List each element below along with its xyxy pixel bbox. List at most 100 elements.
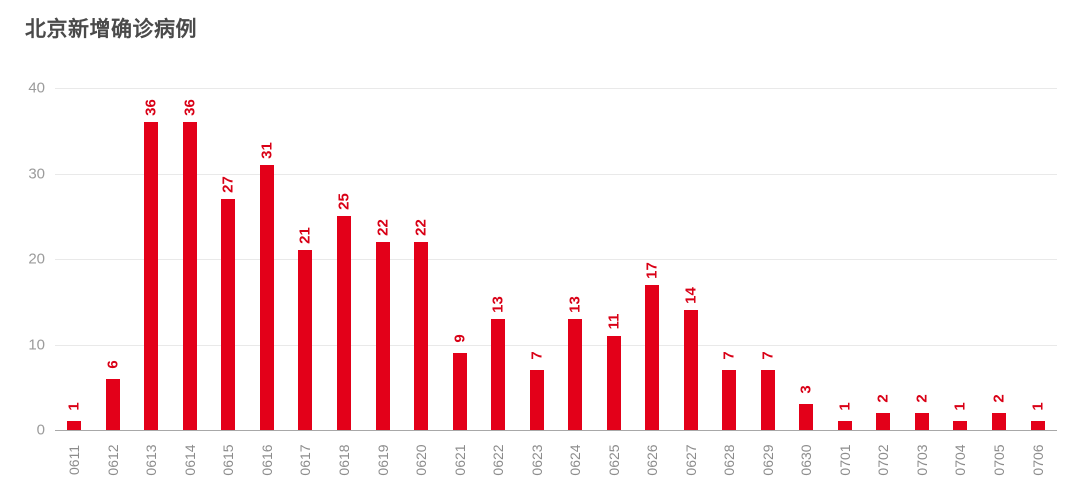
bar-value-label: 25 — [335, 193, 353, 211]
bar — [837, 421, 852, 430]
bar-value-label: 7 — [528, 351, 546, 360]
x-tick-cell: 0620 — [402, 430, 441, 490]
bar-cell: 21 — [286, 88, 325, 430]
bar-cell: 2 — [980, 88, 1019, 430]
bar-cell: 11 — [594, 88, 633, 430]
bar-value-label: 21 — [296, 227, 314, 245]
bar-value-label: 36 — [142, 99, 160, 117]
x-tick-label: 0704 — [952, 444, 969, 476]
bar-value-label: 13 — [566, 296, 584, 313]
x-tick-cell: 0618 — [325, 430, 364, 490]
bar-value-label: 3 — [797, 385, 815, 395]
x-tick-cell: 0702 — [864, 430, 903, 490]
x-tick-cell: 0623 — [517, 430, 556, 490]
bar-value-label: 7 — [720, 351, 738, 360]
x-tick-label: 0705 — [991, 444, 1008, 476]
x-tick-label: 0706 — [1029, 444, 1046, 476]
bar — [375, 241, 390, 430]
bar — [144, 122, 159, 430]
bar-value-label: 22 — [374, 219, 392, 236]
bar-cell: 25 — [325, 88, 364, 430]
bar-cell: 1 — [826, 88, 865, 430]
y-tick-label: 10 — [28, 336, 45, 353]
x-tick-cell: 0617 — [286, 430, 325, 490]
x-tick-label: 0630 — [798, 444, 815, 476]
x-tick-cell: 0616 — [248, 430, 287, 490]
bar — [491, 318, 506, 430]
bar-cell: 7 — [749, 88, 788, 430]
x-tick-label: 0629 — [759, 444, 776, 476]
x-tick-label: 0611 — [66, 444, 83, 476]
bar — [568, 318, 583, 430]
x-tick-cell: 0612 — [94, 430, 133, 490]
bar-cell: 3 — [787, 88, 826, 430]
bar-value-label: 6 — [104, 360, 122, 369]
bar-cell: 6 — [94, 88, 133, 430]
gridline — [55, 173, 1057, 175]
bar-cell: 22 — [363, 88, 402, 430]
y-tick-label: 40 — [28, 79, 45, 97]
x-tick-label: 0620 — [413, 444, 430, 476]
x-tick-cell: 0706 — [1018, 430, 1057, 490]
x-tick-label: 0615 — [220, 444, 237, 476]
bar-cell: 31 — [248, 88, 287, 430]
x-tick-label: 0627 — [682, 444, 699, 476]
x-tick-label: 0703 — [913, 444, 930, 476]
bar-cell: 36 — [132, 88, 171, 430]
bar-value-label: 1 — [1029, 402, 1047, 412]
bar-value-label: 14 — [682, 287, 700, 305]
x-tick-label: 0619 — [374, 444, 391, 476]
bar-cell: 7 — [710, 88, 749, 430]
x-tick-cell: 0619 — [363, 430, 402, 490]
bar — [105, 378, 120, 430]
bars: 1 6 36 36 27 31 21 25 22 22 9 13 7 13 11 17 14 7 7 3 1 2 2 1 2 1 — [55, 88, 1057, 430]
bar-value-label: 31 — [258, 142, 276, 159]
bar-cell: 13 — [479, 88, 518, 430]
bar — [1030, 421, 1045, 430]
bar-cell: 17 — [633, 88, 672, 430]
bar-value-label: 2 — [913, 394, 931, 403]
bar-value-label: 11 — [605, 313, 623, 330]
bar-cell: 22 — [402, 88, 441, 430]
x-tick-cell: 0625 — [594, 430, 633, 490]
x-tick-label: 0624 — [567, 444, 584, 476]
bar — [876, 412, 891, 430]
x-tick-label: 0618 — [335, 444, 352, 476]
bar-cell: 2 — [903, 88, 942, 430]
bar-cell: 14 — [672, 88, 711, 430]
bar — [606, 335, 621, 430]
bar — [182, 122, 197, 430]
bar — [336, 216, 351, 430]
x-axis-labels: 0611 0612 0613 0614 0615 0616 0617 0618 0619 0620… — [55, 430, 1057, 490]
x-tick-label: 0701 — [836, 444, 853, 476]
x-tick-cell: 0624 — [556, 430, 595, 490]
bar — [645, 284, 660, 430]
bar-value-label: 2 — [874, 394, 892, 403]
bar-value-label: 2 — [990, 394, 1008, 403]
bar-value-label: 36 — [181, 99, 199, 117]
bar-cell: 9 — [440, 88, 479, 430]
bar — [259, 164, 274, 430]
y-tick-label: 20 — [28, 250, 45, 268]
x-tick-label: 0628 — [721, 444, 738, 476]
x-axis-line — [55, 430, 1057, 431]
bar — [452, 353, 467, 430]
x-tick-cell: 0627 — [672, 430, 711, 490]
x-tick-label: 0612 — [104, 444, 121, 476]
bar-value-label: 17 — [643, 261, 661, 279]
plot-area: 40 30 20 10 0 1 6 36 36 27 31 21 25 22 22 9 13 7 13 11 17 14… — [28, 81, 1057, 438]
x-tick-cell: 0611 — [55, 430, 94, 490]
bar-value-label: 7 — [759, 351, 777, 360]
bar-value-label: 22 — [412, 219, 430, 236]
x-tick-cell: 0629 — [749, 430, 788, 490]
bar-value-label: 27 — [219, 176, 237, 193]
bar — [221, 199, 236, 430]
bar-value-label: 1 — [836, 402, 854, 412]
bar — [414, 241, 429, 430]
x-tick-cell: 0701 — [826, 430, 865, 490]
x-tick-label: 0626 — [644, 444, 661, 476]
bar — [529, 370, 544, 430]
x-tick-label: 0613 — [143, 444, 160, 476]
bar — [67, 421, 82, 430]
x-tick-cell: 0630 — [787, 430, 826, 490]
